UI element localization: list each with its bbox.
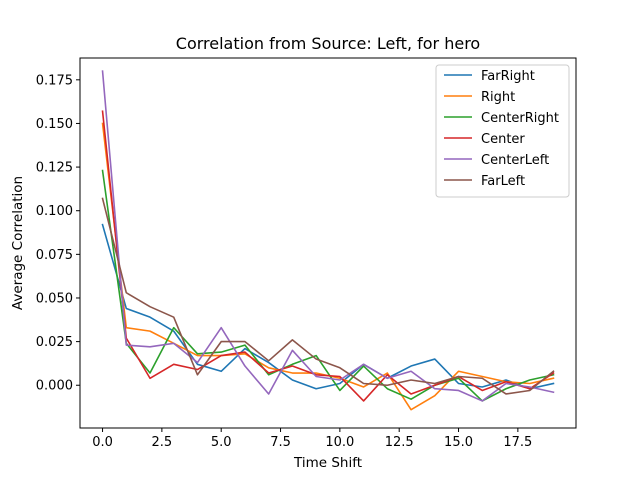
legend-label-farleft: FarLeft	[481, 174, 525, 189]
y-tick-label: 0.125	[36, 161, 73, 176]
legend-box	[435, 64, 570, 198]
x-tick-label: 10.0	[325, 435, 354, 450]
x-tick-label: 0.0	[92, 435, 113, 450]
x-axis-label: Time Shift	[293, 455, 362, 471]
legend-label-farright: FarRight	[481, 69, 535, 84]
plot-frame	[79, 57, 577, 429]
x-tick-label: 7.5	[270, 435, 291, 450]
y-tick-label: 0.100	[36, 204, 73, 219]
series-line-centerright	[101, 169, 555, 402]
x-tick-label: 12.5	[385, 435, 414, 450]
x-tick-label: 2.5	[152, 435, 173, 450]
plot-area: 0.0 2.5 5.0 7.5 10.0 12.5 15.0 17.5 0.000 0.025 0.…	[36, 70, 555, 450]
y-tick-label: 0.000	[36, 379, 73, 394]
chart-title: Correlation from Source: Left, for hero	[176, 34, 480, 53]
legend-label-center: Center	[481, 132, 525, 147]
legend: FarRight Right CenterRight Center CenterLeft…	[435, 64, 570, 198]
y-tick-label: 0.150	[36, 117, 73, 132]
x-tick-label: 5.0	[211, 435, 232, 450]
legend-label-right: Right	[481, 90, 515, 105]
series-line-center	[101, 110, 555, 402]
series-line-farright	[101, 223, 555, 390]
legend-label-centerleft: CenterLeft	[481, 153, 549, 168]
x-tick-label: 17.5	[503, 435, 532, 450]
legend-label-centerright: CenterRight	[481, 111, 559, 126]
x-tick-label: 15.0	[444, 435, 473, 450]
y-axis-label: Average Correlation	[10, 176, 26, 310]
y-tick-label: 0.075	[36, 248, 73, 263]
y-tick-label: 0.050	[36, 291, 73, 306]
y-tick-label: 0.025	[36, 335, 73, 350]
series-line-farleft	[101, 197, 555, 395]
y-tick-label: 0.175	[36, 73, 73, 88]
series-line-centerleft	[101, 70, 555, 402]
